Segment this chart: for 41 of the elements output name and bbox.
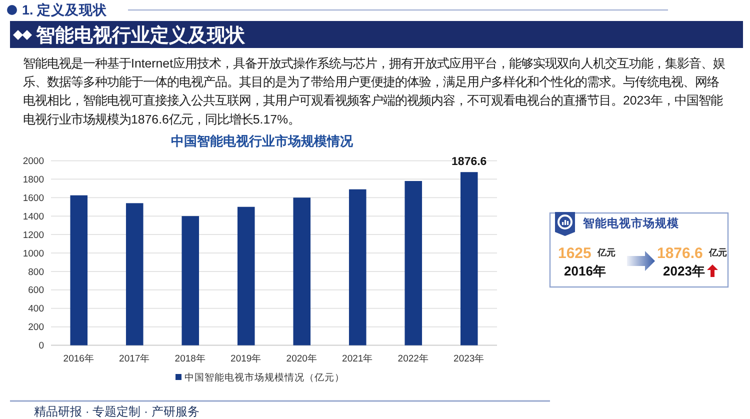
bar (70, 195, 88, 346)
y-tick-label: 400 (28, 304, 44, 315)
text: 亿元 (596, 248, 616, 258)
text: 智能电视行业定义及现状 (35, 24, 246, 47)
x-tick-label: 2017年 (119, 352, 150, 364)
data-label: 1876.6 (452, 156, 487, 168)
bar (404, 181, 422, 346)
y-tick-label: 2000 (22, 156, 44, 168)
chart-title: 中国智能电视行业市场规模情况 (171, 134, 354, 149)
category-label: 2016年 (564, 264, 606, 279)
text: 亿元 (708, 248, 727, 258)
text: 精品研报 · 专题定制 · 产研服务 (34, 404, 200, 419)
text: 智能电视是一种基于Internet应用技术，具备开放式操作系统与芯片，拥有开放式应用平台，能够实现双向人机交互功能，集影音、娱乐、数据等多种功能于一体的电视产品。其目的是为了带给用户更便捷的体验，满足用户多样化和个性化的需求。与传统电视、网络电视相比，智能电视可直接接入公共互联网，其用户可观看视频客户端的视频内容，不可观看电视台的直播节目。2023年，中国智能电视行业市场规模为1876.6亿元，同比增长5.17%。 (23, 56, 726, 126)
x-tick-label: 2019年 (230, 352, 262, 364)
y-tick-label: 1400 (22, 211, 44, 222)
category-label: 2023年 (663, 264, 705, 279)
legend-label: 中国智能电视市场规模情况（亿元） (184, 371, 344, 384)
x-tick-label: 2022年 (398, 352, 429, 364)
text: 1. 定义及现状 (22, 2, 108, 18)
y-tick-label: 1200 (22, 230, 44, 241)
y-tick-label: 200 (28, 322, 44, 334)
text: 智能电视市场规模 (582, 216, 679, 230)
y-tick-label: 1600 (22, 192, 44, 204)
bar (237, 206, 255, 346)
bar (126, 203, 144, 346)
y-tick-label: 1800 (22, 174, 44, 186)
x-tick-label: 2016年 (63, 352, 94, 364)
y-tick-label: 1000 (22, 248, 44, 260)
bar (293, 198, 311, 346)
bar (182, 216, 200, 346)
x-tick-label: 2018年 (174, 352, 206, 364)
x-tick-label: 2023年 (454, 352, 485, 364)
y-tick-label: 600 (28, 285, 44, 296)
x-tick-label: 2020年 (286, 352, 318, 364)
y-tick-label: 800 (28, 266, 44, 278)
data-label: 1876.6 (657, 244, 703, 262)
data-label: 1625 (558, 244, 592, 262)
x-tick-label: 2021年 (342, 352, 374, 364)
bar (348, 189, 366, 346)
bar (460, 172, 478, 346)
y-tick-label: 0 (38, 340, 44, 352)
